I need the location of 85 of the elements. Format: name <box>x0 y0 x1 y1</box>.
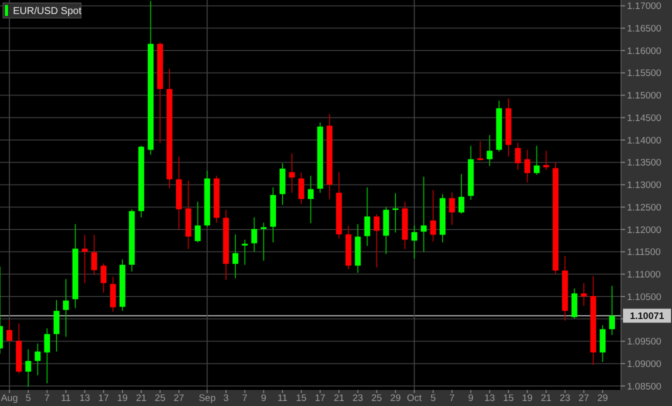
y-tick-label: 1.09000 <box>627 358 662 370</box>
candlestick <box>411 224 418 260</box>
candlestick <box>543 150 550 170</box>
candlestick <box>100 262 106 293</box>
x-tick-label: 19 <box>117 393 128 404</box>
x-tick-label: 5 <box>430 393 436 404</box>
x-tick-label: 7 <box>44 393 50 404</box>
candlestick <box>580 282 587 306</box>
x-tick-label: 11 <box>60 393 71 404</box>
candlestick <box>392 192 398 234</box>
y-tick-label: 1.08500 <box>627 381 662 392</box>
x-tick-label: 5 <box>26 393 31 404</box>
candlestick <box>260 222 267 262</box>
y-tick-label: 1.11500 <box>627 247 661 258</box>
x-tick-label: 25 <box>371 393 382 404</box>
candlestick <box>458 173 464 214</box>
candlestick <box>251 216 258 252</box>
candlestick <box>54 300 60 352</box>
candlestick <box>308 175 314 224</box>
x-tick-label: 11 <box>278 393 288 404</box>
candlestick <box>600 324 606 362</box>
y-tick-label: 1.16500 <box>627 24 662 34</box>
candlestick <box>232 234 238 279</box>
candlestick <box>288 152 295 194</box>
x-tick-label: 23 <box>352 393 364 404</box>
x-tick-label: 21 <box>540 393 552 404</box>
candlestick <box>6 319 12 342</box>
x-tick-label: Oct <box>406 393 422 404</box>
y-tick-label: 1.16000 <box>627 46 662 57</box>
y-tick-label: 1.10500 <box>627 292 662 303</box>
x-tick-label: 19 <box>522 393 533 404</box>
legend-label: EUR/USD Spot <box>13 6 82 17</box>
candlestick <box>110 276 116 312</box>
candlestick <box>486 134 493 166</box>
x-tick-label: 17 <box>98 393 109 404</box>
candlestick <box>91 234 98 276</box>
candlestick <box>420 176 427 252</box>
candlestick <box>34 342 41 376</box>
y-tick-label: 1.15500 <box>627 68 662 80</box>
x-tick-label: 29 <box>597 393 608 404</box>
candlestick <box>62 278 69 338</box>
candlestick <box>82 234 88 284</box>
y-tick-label: 1.11000 <box>627 269 661 280</box>
x-tick-label: 7 <box>242 393 248 404</box>
candlestick <box>25 348 32 388</box>
candlestick <box>364 186 370 246</box>
y-tick-label: 1.17000 <box>627 1 662 12</box>
y-tick-label: 1.13500 <box>627 158 662 169</box>
candlestick <box>514 142 521 170</box>
x-tick-label: 15 <box>503 393 514 404</box>
x-tick-label: 25 <box>154 393 166 404</box>
x-tick-label: 21 <box>334 393 344 404</box>
x-tick-label: Sep <box>198 393 216 404</box>
candlestick <box>524 149 530 183</box>
y-tick-label: 1.12500 <box>627 202 662 214</box>
x-tick-label: Aug <box>0 393 18 404</box>
y-tick-label: 1.14000 <box>627 135 662 146</box>
y-tick-label: 1.13000 <box>627 180 662 192</box>
x-tick-label: 27 <box>578 393 590 404</box>
candlestick <box>534 145 540 176</box>
x-tick-label: 27 <box>174 393 184 404</box>
x-tick-label: 7 <box>449 393 455 404</box>
x-tick-label: 13 <box>79 393 90 404</box>
y-tick-label: 1.14500 <box>627 112 662 124</box>
candlestick <box>194 201 201 243</box>
x-tick-label: 9 <box>261 393 266 404</box>
candlestick <box>44 328 50 384</box>
x-tick-label: 15 <box>296 393 307 404</box>
ref-line-label: 1.10071 <box>630 311 665 322</box>
candlestick <box>374 214 380 268</box>
candlestick <box>430 190 436 242</box>
x-tick-label: 23 <box>560 393 570 404</box>
x-tick-label: 21 <box>136 393 147 404</box>
candlestick <box>449 192 455 226</box>
x-tick-label: 29 <box>390 393 401 404</box>
x-tick-label: 3 <box>223 393 229 404</box>
y-tick-label: 1.15000 <box>627 90 662 102</box>
x-tick-label: 17 <box>314 393 326 404</box>
candlestick <box>609 285 615 336</box>
candlestick <box>298 172 304 204</box>
y-tick-label: 1.09500 <box>627 336 662 348</box>
x-tick-label: 9 <box>468 393 474 404</box>
candlestick <box>571 288 578 319</box>
y-tick-label: 1.12000 <box>627 224 662 236</box>
x-tick-label: 13 <box>484 393 495 404</box>
